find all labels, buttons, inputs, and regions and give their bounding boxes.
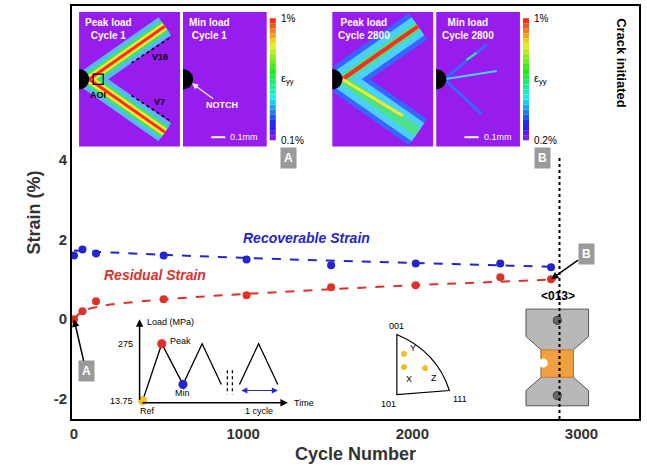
svg-text:ε​yy​: ε​yy​ [281,72,294,86]
svg-text:0.2%: 0.2% [534,135,557,146]
svg-text:Peak loadCycle 2800: Peak loadCycle 2800 [338,17,390,41]
svg-text:X: X [406,374,412,384]
svg-text:Y: Y [410,343,416,353]
svg-text:0.1mm: 0.1mm [230,132,258,142]
svg-text:13.75: 13.75 [110,396,133,406]
svg-text:B: B [538,151,547,165]
svg-text:Recoverable Strain: Recoverable Strain [243,230,370,246]
svg-text:A: A [82,364,91,378]
svg-text:AOI: AOI [90,90,106,100]
svg-text:101: 101 [381,399,396,409]
svg-text:Ref: Ref [140,406,155,416]
svg-text:0: 0 [59,310,67,327]
svg-text:111: 111 [453,394,467,404]
svg-text:Residual Strain: Residual Strain [104,267,206,283]
svg-text:2: 2 [59,231,67,248]
svg-text:Min loadCycle 1: Min loadCycle 1 [189,17,230,41]
svg-text:Z: Z [431,373,437,383]
svg-text:Peak: Peak [170,336,191,346]
svg-text:Cycle Number: Cycle Number [295,444,416,464]
svg-text:0: 0 [70,425,78,442]
svg-text:001: 001 [389,321,404,331]
svg-text:Min loadCycle 2800: Min loadCycle 2800 [442,17,494,41]
svg-text:Min: Min [175,388,190,398]
svg-text:0.1%: 0.1% [281,135,304,146]
svg-text:3000: 3000 [565,425,598,442]
svg-text:-2: -2 [54,390,67,407]
svg-text:V7: V7 [154,97,165,107]
svg-text:1000: 1000 [226,425,259,442]
svg-text:0.1mm: 0.1mm [484,132,512,142]
svg-text:1%: 1% [281,13,296,24]
svg-text:1 cycle: 1 cycle [245,406,273,416]
svg-text:275: 275 [118,339,133,349]
svg-text:NOTCH: NOTCH [206,100,238,110]
svg-text:ε​yy​: ε​yy​ [534,72,547,86]
svg-text:Time: Time [294,398,314,408]
svg-text:Load (MPa): Load (MPa) [147,317,194,327]
svg-text:4: 4 [59,151,68,168]
svg-text:1%: 1% [534,13,549,24]
svg-text:Peak loadCycle 1: Peak loadCycle 1 [85,17,132,41]
svg-text:Strain (%): Strain (%) [24,170,44,254]
svg-text:A: A [284,151,293,165]
svg-text:<013>: <013> [541,289,575,303]
svg-text:V16: V16 [152,52,168,62]
svg-text:2000: 2000 [396,425,429,442]
svg-text:Crack initiated: Crack initiated [614,18,629,108]
svg-text:B: B [582,247,591,261]
